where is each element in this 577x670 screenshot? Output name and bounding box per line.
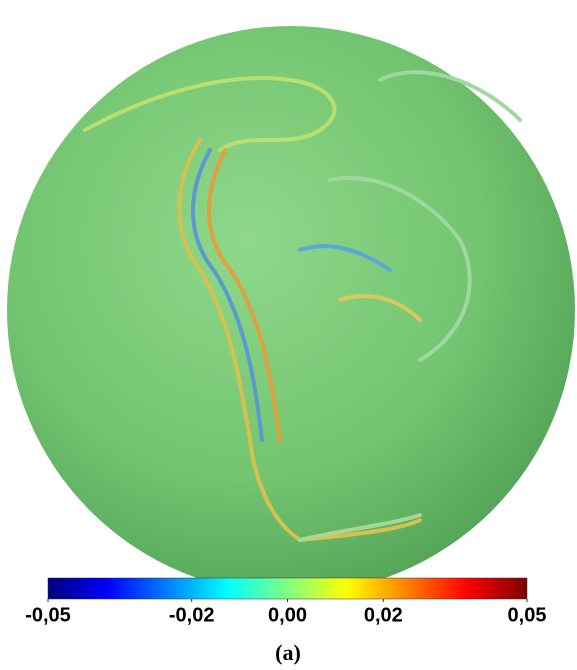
tick-label: 0,05	[508, 604, 547, 626]
figure: (a) -0,05 -0,02 0,00 0,02 0,05	[0, 0, 577, 670]
tick-label: -0,05	[25, 604, 71, 626]
tick-label: -0,02	[169, 604, 215, 626]
caption: (a)	[275, 640, 301, 665]
globe	[7, 26, 575, 594]
tick-label: 0,00	[268, 604, 307, 626]
tick-label: 0,02	[364, 604, 403, 626]
colorbar	[48, 578, 527, 599]
page: (a) -0,05-0,020,000,020,05 (() => { cons…	[0, 0, 577, 670]
